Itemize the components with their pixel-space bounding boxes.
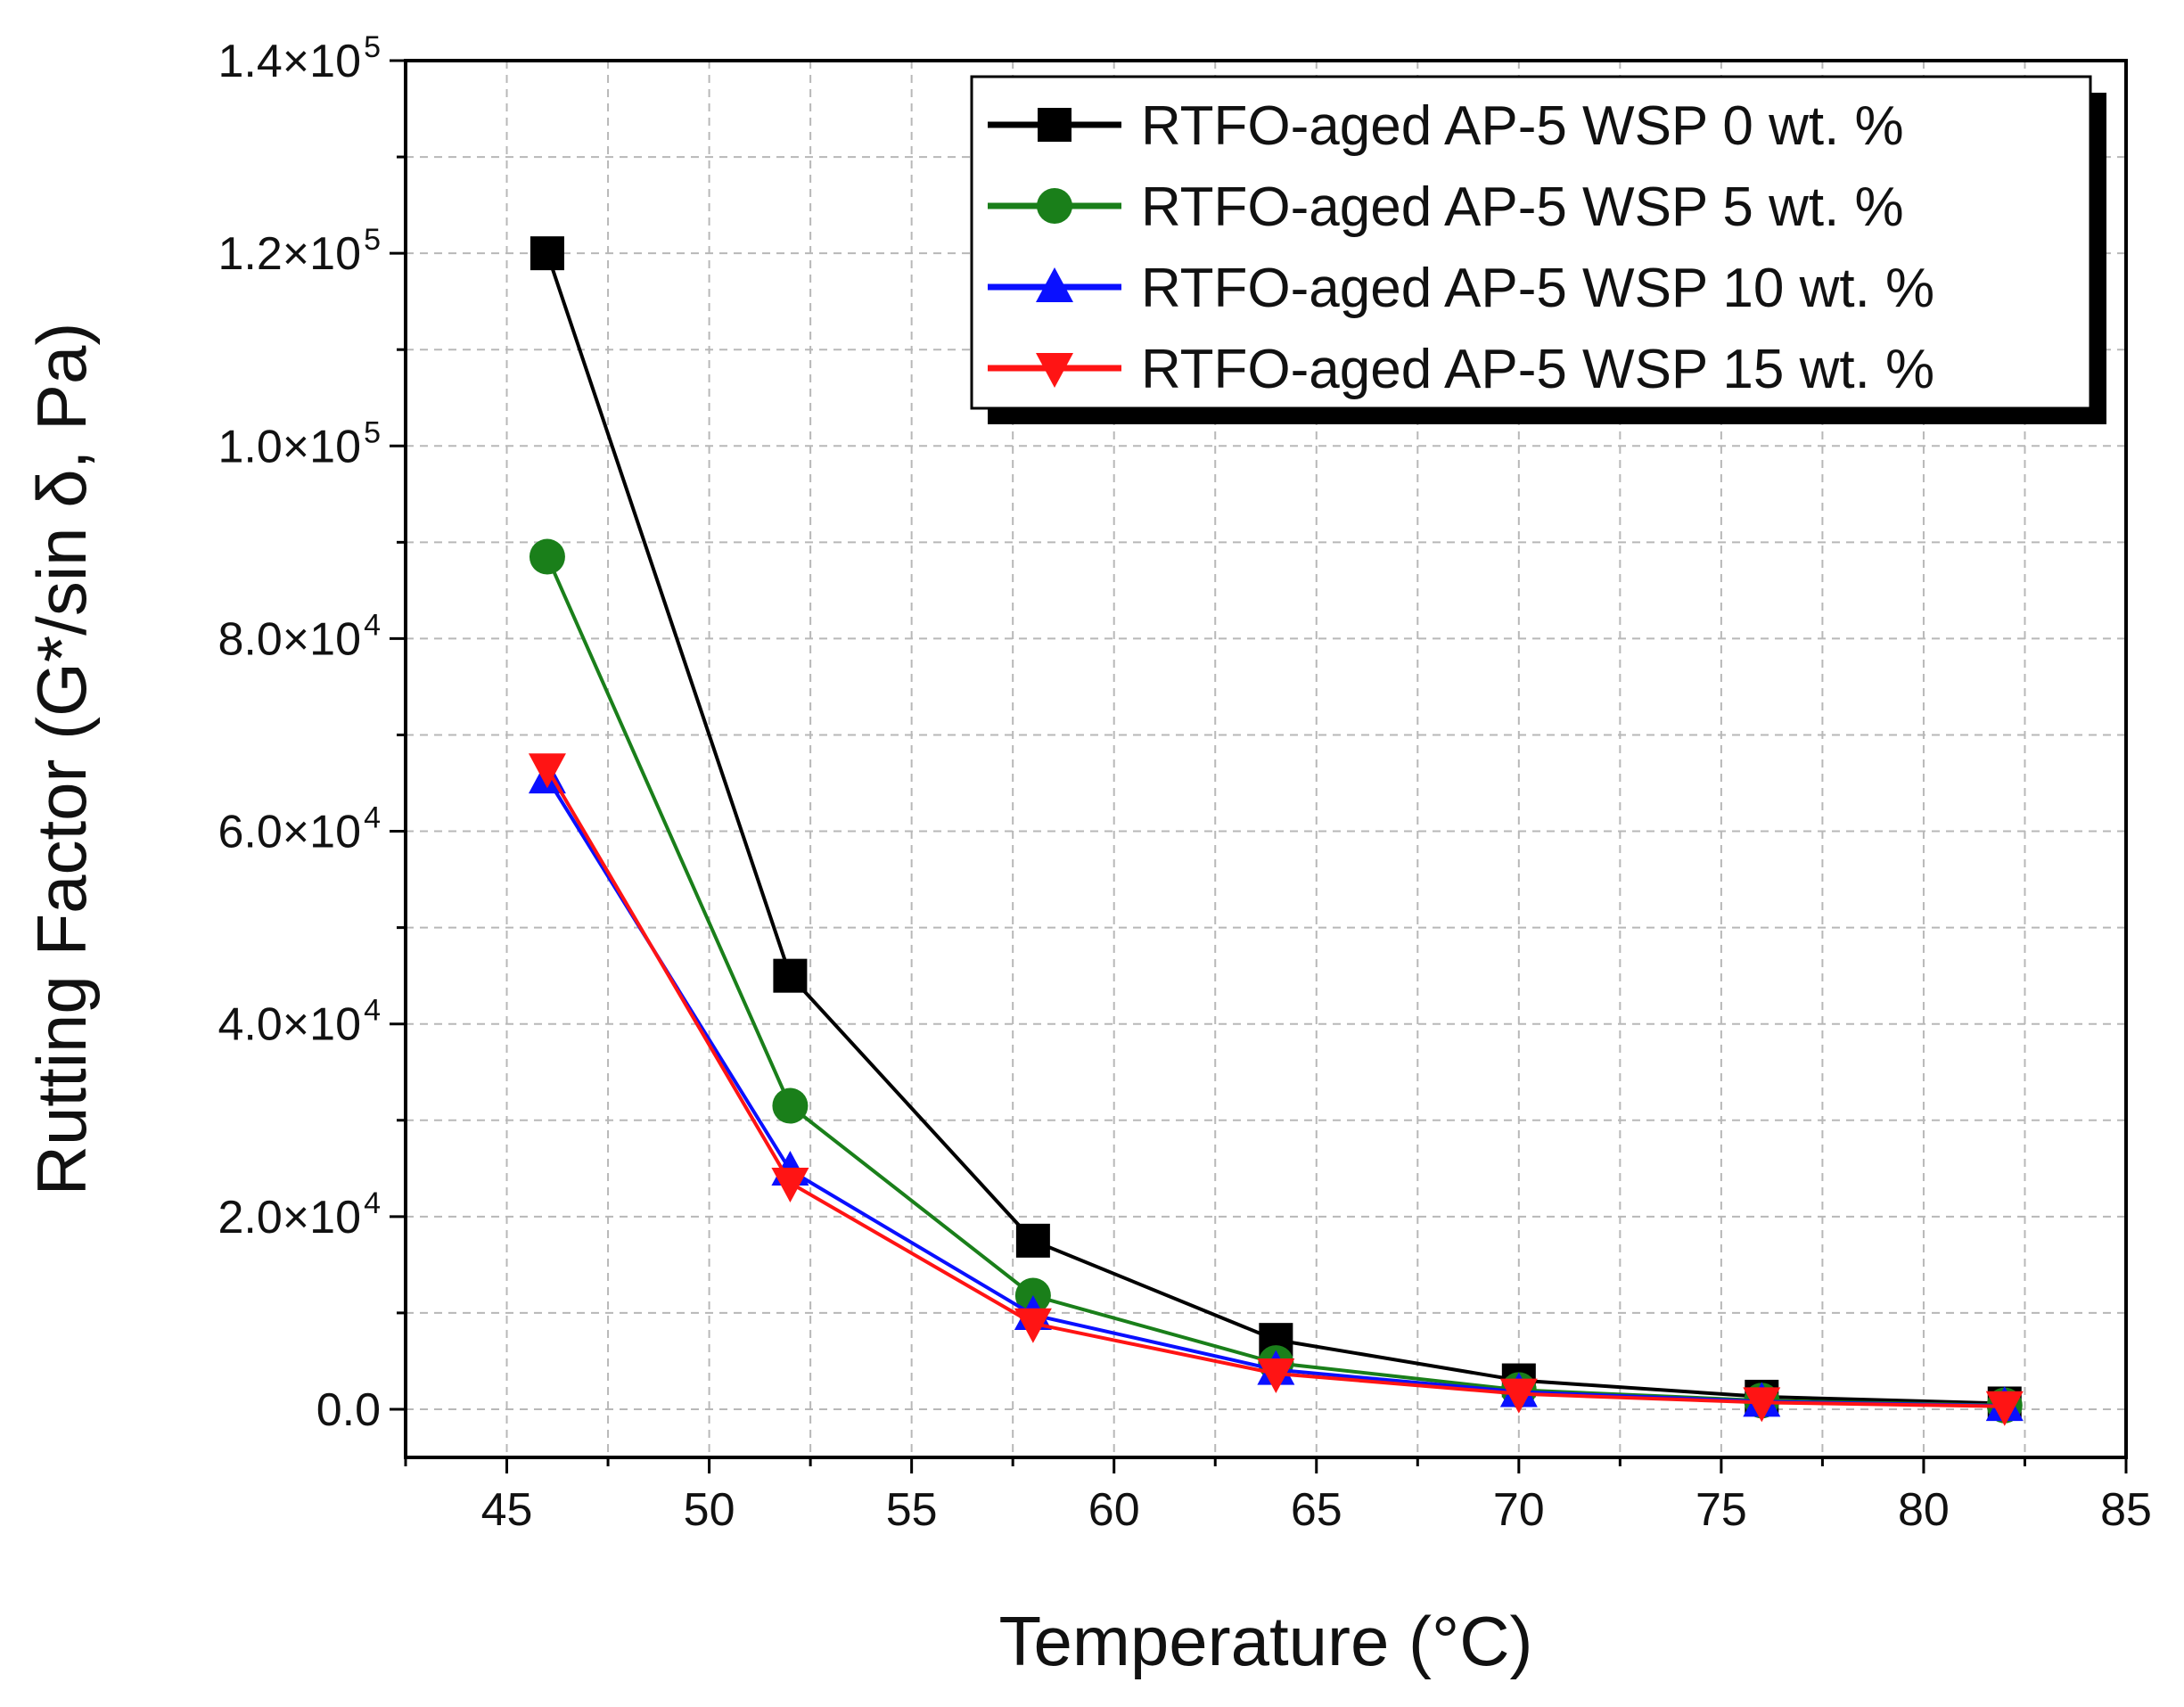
legend-label: RTFO-aged AP-5 WSP 10 wt. %	[1141, 258, 1934, 319]
series-line	[546, 252, 2005, 1406]
x-tick-label: 50	[684, 1484, 735, 1536]
legend-label: RTFO-aged AP-5 WSP 5 wt. %	[1141, 176, 1904, 238]
y-tick-label: 4.0×10	[218, 999, 362, 1051]
y-tick-exponent: 4	[364, 1186, 381, 1220]
y-tick-label: 1.0×10	[218, 421, 362, 472]
data-point	[529, 538, 565, 575]
x-tick-label: 85	[2100, 1484, 2152, 1536]
data-point	[1257, 1358, 1295, 1393]
y-axis-title: Rutting Factor (G*/sin δ, Pa)	[22, 323, 101, 1196]
x-tick-label: 70	[1493, 1484, 1545, 1536]
data-point	[528, 753, 566, 789]
x-tick-label: 55	[886, 1484, 938, 1536]
data-point	[1499, 1378, 1538, 1414]
legend-marker	[1036, 267, 1073, 302]
y-tick-label: 1.4×10	[218, 36, 362, 87]
legend-label: RTFO-aged AP-5 WSP 15 wt. %	[1141, 339, 1934, 400]
x-tick-label: 45	[481, 1484, 533, 1536]
y-tick-exponent: 5	[364, 223, 381, 257]
series-3	[528, 753, 2024, 1426]
data-point	[1743, 1387, 1781, 1423]
data-point	[771, 1168, 809, 1203]
legend-marker	[1036, 353, 1073, 388]
x-axis-title: Temperature (°C)	[998, 1602, 1532, 1680]
data-point	[1985, 1391, 2024, 1426]
series-line	[546, 767, 2005, 1408]
legend-label: RTFO-aged AP-5 WSP 0 wt. %	[1141, 95, 1904, 157]
y-tick-label: 2.0×10	[218, 1192, 362, 1243]
y-tick-label: 8.0×10	[218, 613, 362, 665]
x-tick-label: 75	[1695, 1484, 1747, 1536]
data-point	[773, 958, 808, 993]
x-tick-label: 80	[1898, 1484, 1950, 1536]
y-tick-exponent: 5	[364, 30, 381, 64]
y-tick-exponent: 4	[364, 801, 381, 835]
x-tick-label: 65	[1291, 1484, 1342, 1536]
x-tick-label: 60	[1088, 1484, 1140, 1536]
y-tick-exponent: 4	[364, 994, 381, 1028]
y-tick-label: 6.0×10	[218, 807, 362, 858]
series-line	[546, 777, 2005, 1408]
legend-box	[970, 75, 2092, 410]
series-1	[529, 538, 2023, 1424]
data-point	[530, 236, 564, 271]
y-tick-exponent: 5	[364, 415, 381, 449]
y-tick-label: 0.0	[316, 1384, 381, 1436]
y-tick-exponent: 4	[364, 608, 381, 642]
legend-marker	[1038, 108, 1071, 142]
data-point	[1015, 1223, 1050, 1258]
series-2	[528, 759, 2024, 1422]
plot-frame	[404, 59, 2128, 1459]
data-point	[772, 1087, 809, 1124]
y-tick-label: 1.2×10	[218, 228, 362, 280]
data-point	[1014, 1308, 1052, 1343]
legend: RTFO-aged AP-5 WSP 0 wt. % RTFO-aged AP-5…	[970, 75, 2106, 424]
legend-marker	[1037, 188, 1072, 224]
series-line	[546, 555, 2005, 1407]
axes: 45 50 55 60 65 70 75 80 850.042.0×1044.0×1046.0×…	[218, 30, 2152, 1536]
data-series	[528, 236, 2024, 1426]
